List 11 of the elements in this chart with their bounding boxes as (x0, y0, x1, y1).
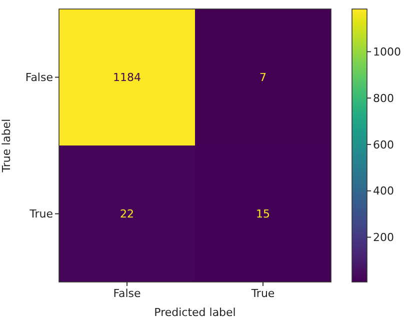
data-label: 15 (256, 208, 270, 221)
color-bar-label: 1000 (373, 46, 401, 59)
color-bar-label: 600 (373, 138, 394, 152)
y-axis-title: True label (0, 118, 13, 174)
data-label: 22 (120, 208, 134, 221)
color-bar-label: 800 (373, 92, 394, 105)
data-label: 1184 (113, 71, 141, 84)
color-bar-label: 200 (373, 231, 394, 244)
x-axis-title: Predicted label (154, 306, 236, 319)
color-bar-label: 400 (373, 184, 394, 198)
data-label: 7 (260, 71, 266, 84)
